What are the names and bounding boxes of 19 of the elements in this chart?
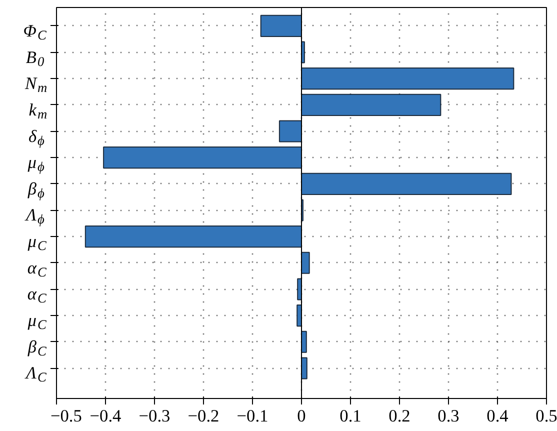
bar — [301, 252, 310, 274]
x-tick-label: 0.3 — [438, 406, 460, 426]
bar — [260, 14, 302, 37]
bar — [301, 68, 514, 90]
x-tick-label: −0.5 — [50, 406, 82, 426]
x-tick-label: −0.1 — [236, 406, 268, 426]
bar — [301, 94, 442, 116]
x-tick-label: −0.4 — [90, 406, 122, 426]
bar — [103, 146, 302, 169]
x-tick-label: 0.4 — [486, 406, 509, 426]
bar — [278, 120, 302, 142]
bar — [301, 172, 512, 195]
bar — [84, 226, 302, 248]
x-tick-label: −0.2 — [188, 406, 220, 426]
x-tick-label: −0.3 — [138, 406, 170, 426]
x-tick-label: 0.5 — [536, 406, 557, 426]
x-tick-label: 0.1 — [340, 406, 362, 426]
x-tick-label: 0.2 — [388, 406, 410, 426]
x-tick-label: 0 — [297, 406, 306, 426]
